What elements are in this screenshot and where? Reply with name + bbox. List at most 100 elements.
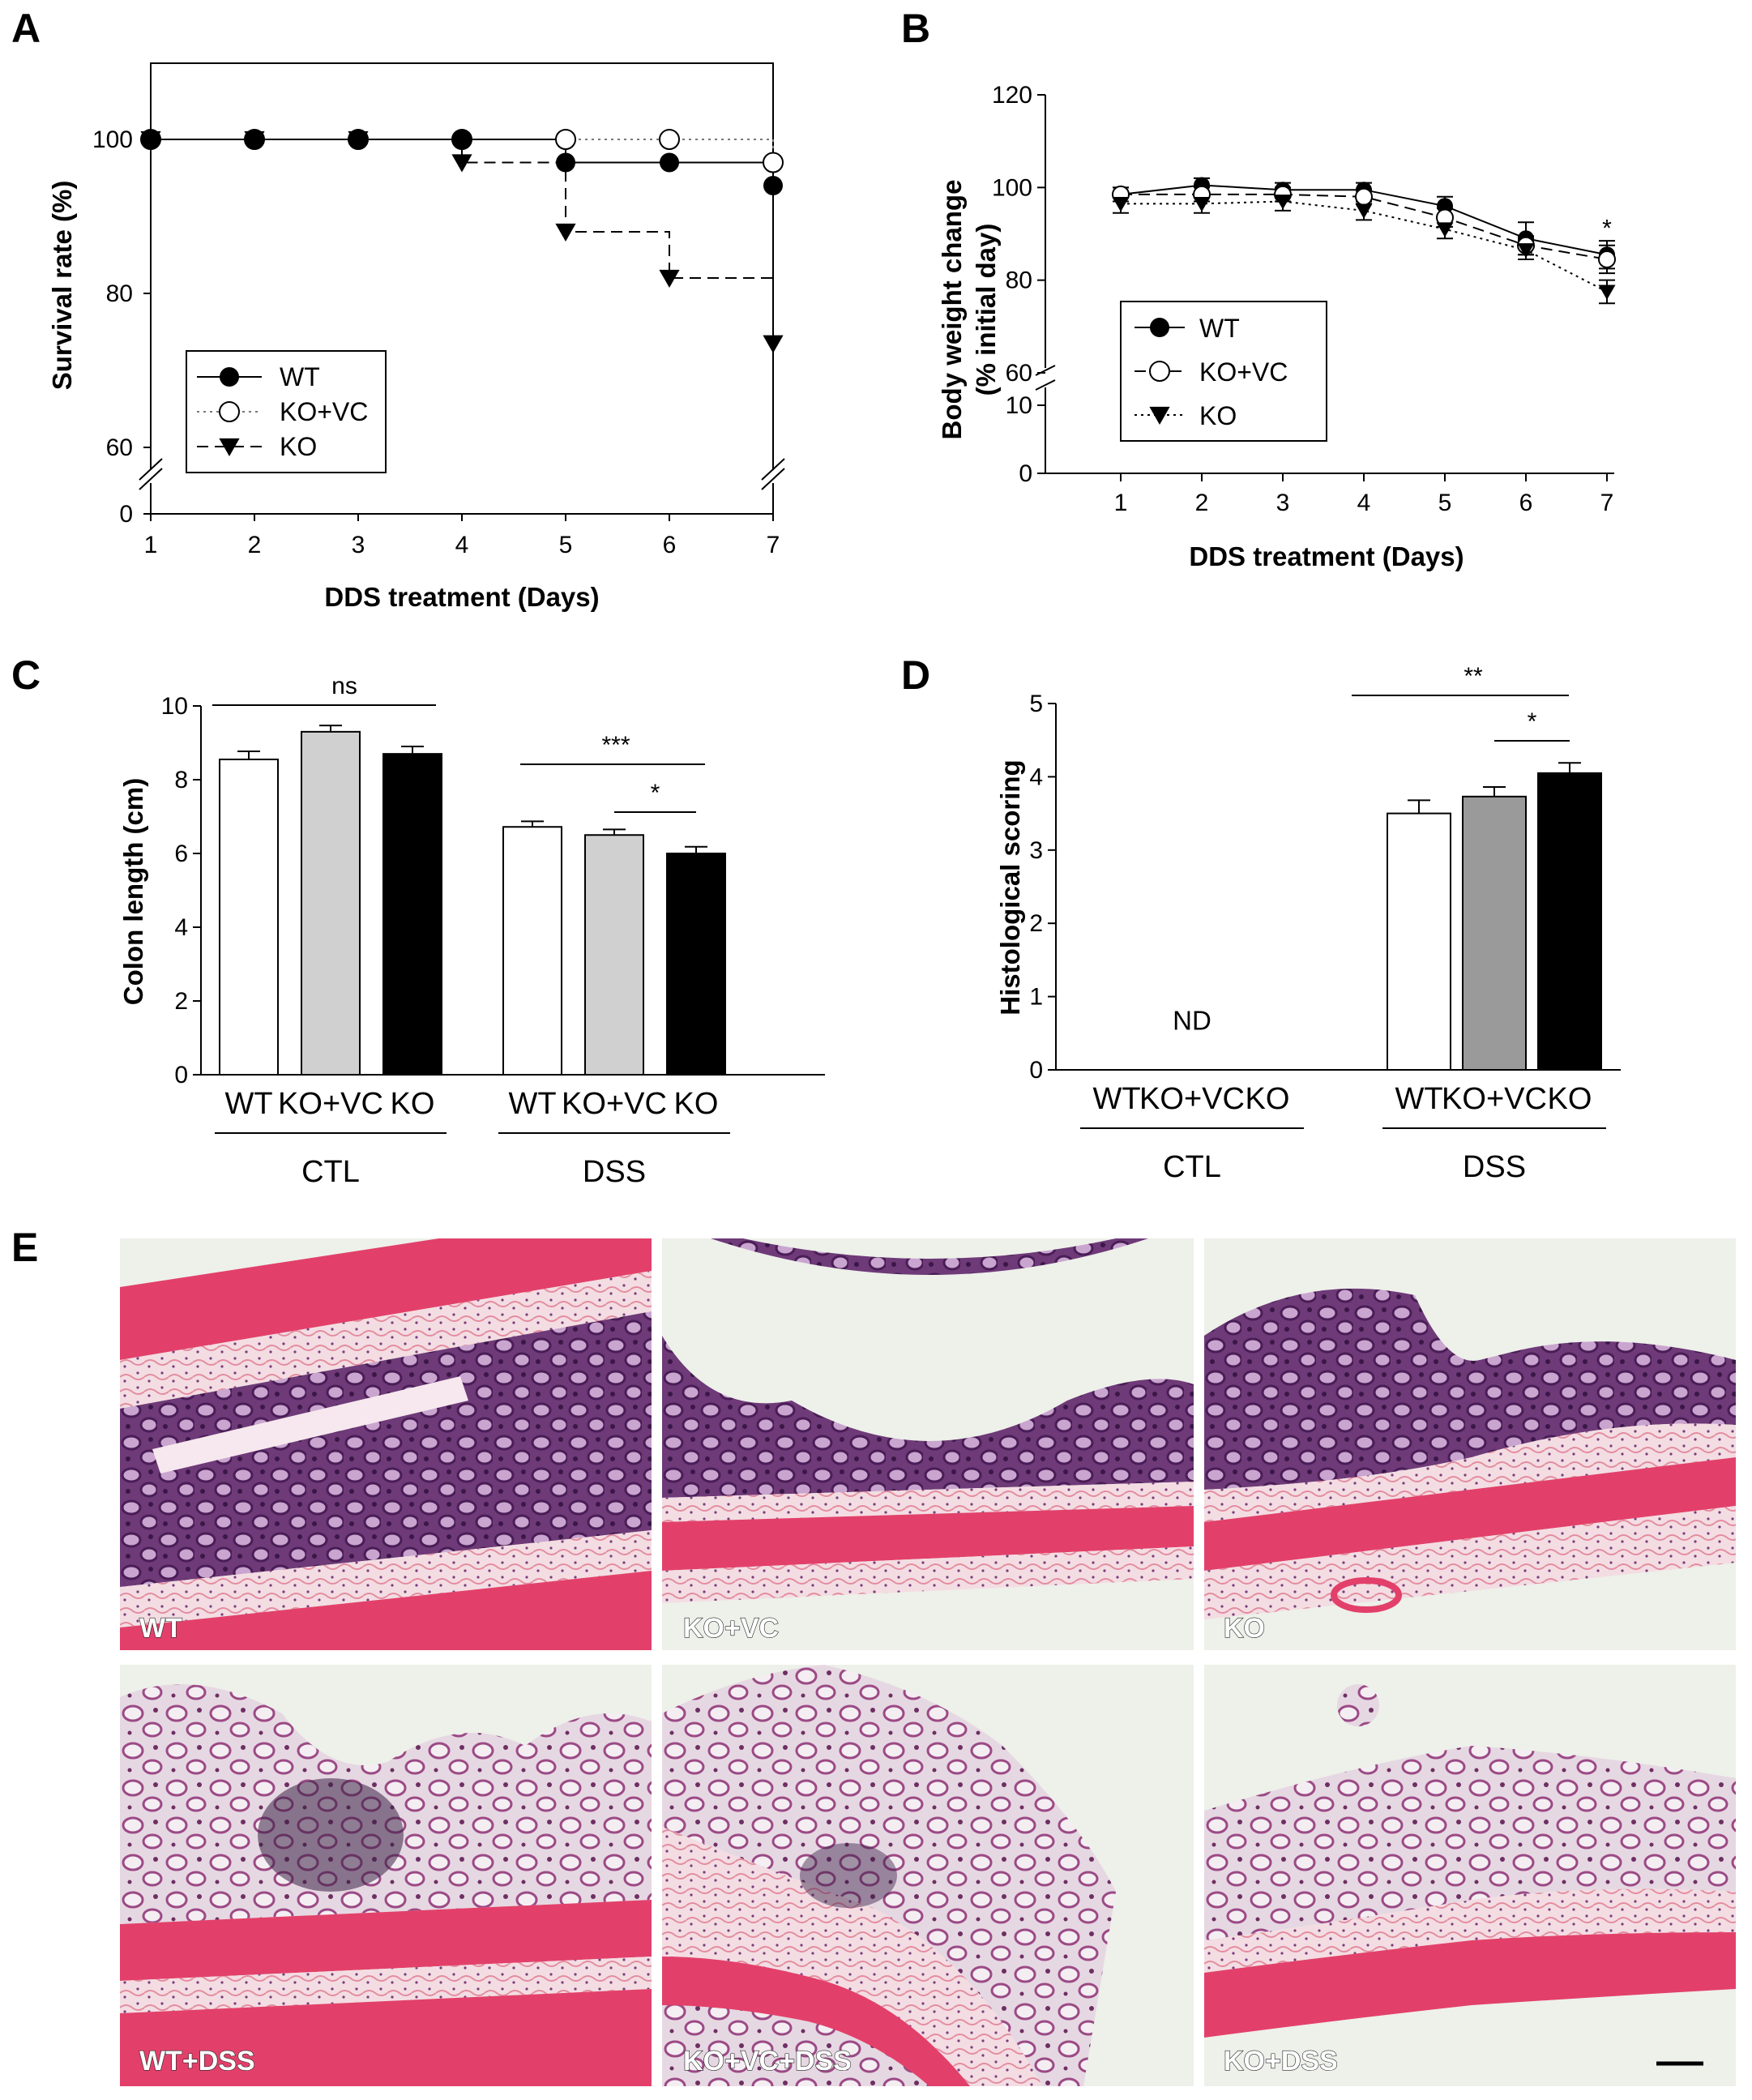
panel-d-y-tick-label: 4 (1029, 763, 1043, 790)
panel-c-significance-label: *** (601, 732, 630, 759)
panel-a-point-ko-vc (659, 129, 680, 150)
panel-c-bar (301, 730, 361, 1076)
histology-label-ko-dss: KO+DSS (1224, 2046, 1338, 2076)
panel-b-x-tick-label: 3 (1276, 490, 1290, 516)
panel-a-axis-break (761, 458, 785, 481)
panel-c-y-tick-label: 4 (174, 914, 188, 941)
panel-a-x-tick-label: 6 (663, 532, 677, 558)
panel-d-x-tick-label: WT (1092, 1082, 1140, 1116)
panel-b-point-ko (1112, 196, 1130, 212)
panel-b-point-ko (1355, 203, 1373, 219)
panel-d-y-tick-label: 0 (1029, 1057, 1043, 1084)
panel-b-legend: WT KO+VC KO (1120, 301, 1327, 442)
panel-a-x-tick-label: 4 (455, 532, 469, 558)
panel-b-axis-break (1035, 379, 1056, 391)
panel-d-x-tick-label: KO (1548, 1082, 1592, 1116)
panel-d-significance-label: ** (1464, 663, 1483, 690)
panel-c-y-tick-label: 0 (174, 1062, 188, 1088)
panel-d-nd-label: ND (1173, 1005, 1211, 1035)
panel-d-x-tick-label: WT (1395, 1082, 1442, 1116)
panel-a-point-wt (556, 152, 575, 173)
panel-a-point-ko-vc (763, 152, 784, 173)
panel-d-x-tick-label: KO+VC (1139, 1082, 1245, 1116)
panel-a: A 1 2 3 4 5 6 7 0 60 80 100 DDS treatment (Days) S… (11, 6, 785, 612)
panel-b-legend-label: WT (1199, 314, 1240, 343)
panel-c-group-label: CTL (301, 1155, 360, 1189)
panel-b-series: * (1112, 177, 1616, 305)
panel-d-x-tick-label: KO+VC (1442, 1082, 1547, 1116)
panel-b-x-tick-label: 1 (1114, 490, 1128, 516)
panel-b-y-tick-label: 60 (1006, 360, 1032, 387)
histology-label-ko: KO (1224, 1613, 1265, 1644)
panel-a-series (140, 129, 784, 353)
panel-c-x-tick-label: WT (508, 1087, 556, 1121)
panel-a-legend-label: WT (280, 362, 320, 391)
histology-label-wt-dss: WT+DSS (139, 2046, 255, 2076)
panel-a-y-tick-label: 80 (106, 280, 133, 307)
panel-b-point-ko (1436, 222, 1454, 237)
panel-a-point-wt (452, 130, 472, 149)
panel-d-group-label: DSS (1463, 1150, 1526, 1184)
panel-a-point-wt (763, 176, 783, 195)
panel-d-label: D (901, 652, 930, 698)
panel-b-x-tick-label: 5 (1438, 490, 1452, 516)
panel-a-x-axis-label: DDS treatment (Days) (324, 582, 599, 612)
panel-a-label: A (11, 6, 41, 51)
panel-b-point-ko (1274, 195, 1292, 210)
histology-tile-wt-dss: WT+DSS (120, 1665, 652, 2086)
panel-a-legend-box (186, 350, 387, 473)
panel-d-y-tick-label: 5 (1029, 691, 1043, 717)
panel-d-bar (1462, 795, 1527, 1071)
panel-b-label: B (901, 6, 930, 51)
panel-b-y-tick-label: 120 (992, 82, 1032, 109)
panel-c-bar (666, 853, 726, 1076)
panel-a-x-tick-label: 3 (352, 532, 365, 558)
panel-b-point-ko (1598, 284, 1616, 300)
panel-b-point-ko-vc (1598, 250, 1616, 268)
panel-d-bar (1387, 812, 1451, 1071)
panel-a-y-tick-label: 60 (106, 434, 133, 461)
panel-a-legend-label: KO+VC (280, 397, 368, 426)
panel-a-legend-label: KO (280, 432, 317, 461)
histology-label-ko-vc: KO+VC (683, 1613, 779, 1644)
panel-b-legend-label: KO+VC (1199, 357, 1288, 387)
panel-a-x-tick-label: 7 (767, 532, 780, 558)
panel-b-legend-marker (1150, 318, 1169, 337)
panel-b-y-tick-label: 0 (1019, 460, 1032, 487)
panel-c-y-axis-label: Colon length (cm) (118, 778, 148, 1005)
panel-c-y-tick-label: 10 (161, 693, 188, 720)
panel-c-significance-label: ns (331, 673, 357, 699)
panel-c-y-tick-label: 2 (174, 988, 188, 1015)
panel-b-x-axis-label: DDS treatment (Days) (1189, 541, 1464, 571)
panel-b-x-tick-label: 7 (1600, 490, 1614, 516)
histology-tile-ko-vc: KO+VC (662, 1238, 1194, 1650)
panel-b-x-tick-label: 2 (1195, 490, 1209, 516)
panel-b-significance: * (1602, 215, 1612, 242)
histology-tile-ko-dss: KO+DSS (1204, 1665, 1736, 2086)
panel-a-axes: 1 2 3 4 5 6 7 0 60 80 100 (92, 126, 785, 558)
panel-c-bar (502, 826, 562, 1076)
panel-a-x-tick-label: 5 (559, 532, 573, 558)
panel-a-y-axis-label: Survival rate (%) (47, 181, 77, 391)
panel-a-y-tick-label: 0 (119, 501, 133, 528)
panel-d-y-axis-label: Histological scoring (995, 759, 1025, 1015)
panel-b-y-axis-label-line1: Body weight change (937, 180, 967, 440)
panel-b-legend-label: KO (1199, 401, 1237, 430)
histology-tile-ko: KO (1204, 1238, 1736, 1650)
panel-c-bar (382, 753, 442, 1076)
histology-label-wt: WT (139, 1613, 182, 1644)
panel-d-y-tick-label: 1 (1029, 984, 1043, 1011)
panel-a-legend-marker (220, 367, 239, 387)
panel-d-group-label: CTL (1163, 1150, 1221, 1184)
panel-e-label: E (11, 1225, 38, 1270)
panel-d-x-tick-label: KO (1246, 1082, 1290, 1116)
panel-b-y-tick-label: 100 (992, 174, 1032, 201)
panel-a-axis-break (139, 468, 163, 490)
panel-a-legend-marker (219, 401, 240, 422)
histology-label-ko-vc-dss: KO+VC+DSS (683, 2046, 852, 2076)
panel-d-bar (1537, 772, 1602, 1071)
panel-a-legend-marker (219, 438, 240, 456)
